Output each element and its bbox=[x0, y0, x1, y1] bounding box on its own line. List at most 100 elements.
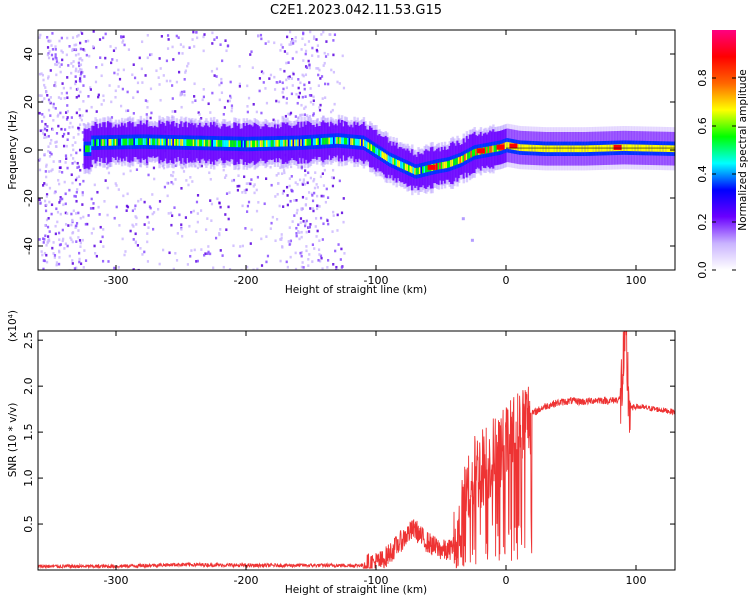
signal-core bbox=[155, 138, 158, 146]
signal-core bbox=[99, 139, 102, 146]
noise-pixel bbox=[209, 199, 212, 202]
signal-core bbox=[446, 161, 450, 168]
signal-core bbox=[334, 137, 338, 144]
noise-pixel bbox=[58, 65, 61, 69]
noise-pixel bbox=[41, 73, 44, 77]
noise-pixel bbox=[236, 184, 239, 188]
signal-core bbox=[358, 138, 361, 146]
stray-point bbox=[470, 238, 474, 242]
noise-pixel bbox=[111, 58, 114, 61]
noise-pixel bbox=[222, 113, 225, 116]
noise-pixel bbox=[256, 267, 259, 270]
noise-pixel bbox=[343, 252, 346, 255]
noise-pixel bbox=[45, 183, 48, 187]
noise-pixel bbox=[50, 152, 53, 156]
noise-pixel bbox=[152, 211, 156, 214]
noise-pixel bbox=[101, 63, 104, 67]
noise-pixel bbox=[134, 204, 137, 208]
x-tick-label: -100 bbox=[364, 274, 389, 287]
noise-pixel bbox=[113, 71, 116, 75]
signal-core bbox=[251, 140, 255, 148]
signal-core bbox=[376, 148, 380, 156]
noise-pixel bbox=[121, 237, 124, 241]
noise-pixel bbox=[218, 232, 221, 235]
noise-pixel bbox=[43, 182, 46, 185]
noise-pixel bbox=[308, 225, 312, 229]
noise-pixel bbox=[71, 162, 74, 165]
signal-core bbox=[295, 139, 299, 147]
noise-pixel bbox=[158, 262, 161, 266]
snr-series-line bbox=[38, 331, 675, 570]
noise-pixel bbox=[48, 230, 51, 233]
noise-pixel bbox=[66, 212, 69, 215]
noise-pixel bbox=[79, 63, 83, 67]
signal-core bbox=[520, 144, 523, 152]
noise-pixel bbox=[280, 238, 283, 241]
signal-core bbox=[120, 138, 124, 146]
snr-y-ticks: 0.5 1.0 1.5 2.0 2.5 bbox=[22, 331, 675, 533]
noise-pixel bbox=[213, 74, 216, 77]
signal-core bbox=[92, 139, 96, 147]
noise-pixel bbox=[246, 105, 249, 108]
signal-core bbox=[116, 138, 119, 146]
noise-pixel bbox=[192, 30, 195, 34]
noise-pixel bbox=[95, 110, 98, 113]
noise-pixel bbox=[288, 226, 291, 229]
noise-pixel bbox=[47, 216, 50, 220]
noise-pixel bbox=[312, 35, 316, 38]
noise-pixel bbox=[38, 36, 41, 39]
noise-pixel bbox=[191, 38, 194, 41]
noise-pixel bbox=[308, 115, 312, 118]
noise-pixel bbox=[71, 231, 74, 235]
noise-pixel bbox=[304, 221, 307, 225]
x-tick-label: 0 bbox=[503, 274, 510, 287]
noise-pixel bbox=[89, 207, 93, 210]
x-tick-label: -200 bbox=[234, 274, 259, 287]
signal-core bbox=[475, 148, 478, 156]
colorbar-tick-label: 0.2 bbox=[696, 213, 709, 231]
signal-core bbox=[234, 140, 238, 148]
noise-pixel bbox=[221, 254, 224, 257]
noise-pixel bbox=[308, 253, 311, 256]
noise-pixel bbox=[304, 203, 308, 206]
noise-pixel bbox=[290, 175, 293, 178]
noise-pixel bbox=[87, 95, 90, 98]
noise-pixel bbox=[54, 84, 57, 88]
noise-pixel bbox=[74, 48, 77, 51]
x-tick-label: 100 bbox=[626, 274, 647, 287]
noise-pixel bbox=[238, 84, 241, 88]
noise-pixel bbox=[99, 56, 102, 60]
signal-core bbox=[365, 141, 369, 149]
signal-core bbox=[489, 146, 492, 153]
noise-pixel bbox=[227, 205, 230, 209]
noise-pixel bbox=[55, 60, 59, 63]
noise-pixel bbox=[137, 199, 140, 203]
noise-pixel bbox=[311, 194, 314, 197]
noise-pixel bbox=[246, 110, 249, 114]
noise-pixel bbox=[45, 253, 48, 257]
stray-point bbox=[461, 217, 465, 221]
noise-pixel bbox=[326, 266, 329, 269]
signal-core bbox=[451, 159, 455, 167]
noise-pixel bbox=[243, 189, 246, 192]
noise-pixel bbox=[122, 68, 125, 72]
noise-pixel bbox=[82, 164, 85, 168]
noise-pixel bbox=[67, 224, 70, 227]
noise-pixel bbox=[247, 200, 251, 204]
signal-core bbox=[173, 138, 177, 146]
x-tick-label: -300 bbox=[104, 574, 129, 587]
signal-core bbox=[407, 165, 411, 172]
noise-pixel bbox=[330, 68, 333, 72]
signal-core bbox=[186, 139, 189, 146]
noise-pixel bbox=[304, 224, 307, 228]
spectrogram-x-ticks: -300 -200 -100 0 100 bbox=[104, 30, 647, 287]
noise-pixel bbox=[77, 33, 80, 37]
noise-pixel bbox=[73, 194, 76, 198]
noise-pixel bbox=[327, 82, 330, 86]
noise-pixel bbox=[47, 134, 50, 138]
signal-core bbox=[170, 138, 174, 146]
noise-pixel bbox=[260, 111, 263, 115]
noise-pixel bbox=[85, 109, 88, 113]
noise-pixel bbox=[214, 236, 218, 240]
noise-pixel bbox=[52, 57, 55, 61]
